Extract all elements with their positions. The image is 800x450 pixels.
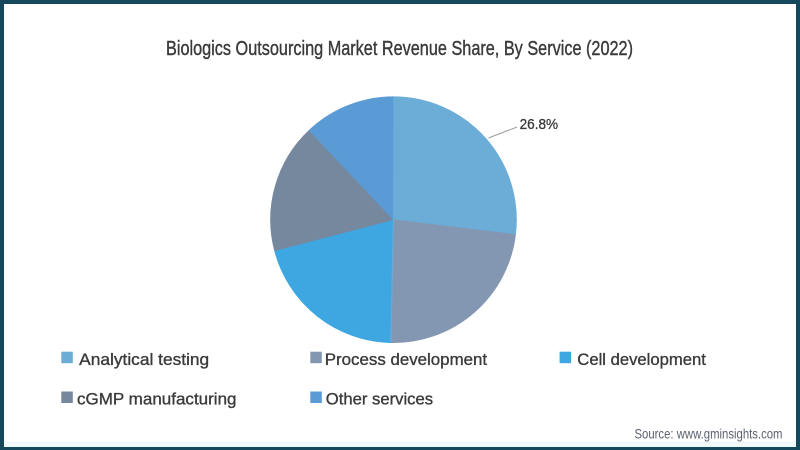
svg-text:Process development: Process development xyxy=(325,351,488,369)
svg-text:cGMP manufacturing: cGMP manufacturing xyxy=(77,390,237,408)
svg-text:Analytical testing: Analytical testing xyxy=(79,351,209,369)
svg-text:Cell development: Cell development xyxy=(577,351,706,369)
svg-text:Other services: Other services xyxy=(326,390,433,408)
svg-text:Biologics Outsourcing Market R: Biologics Outsourcing Market Revenue Sha… xyxy=(166,38,633,60)
svg-text:Source: www.gminsights.com: Source: www.gminsights.com xyxy=(635,426,783,441)
svg-text:26.8%: 26.8% xyxy=(520,117,559,133)
